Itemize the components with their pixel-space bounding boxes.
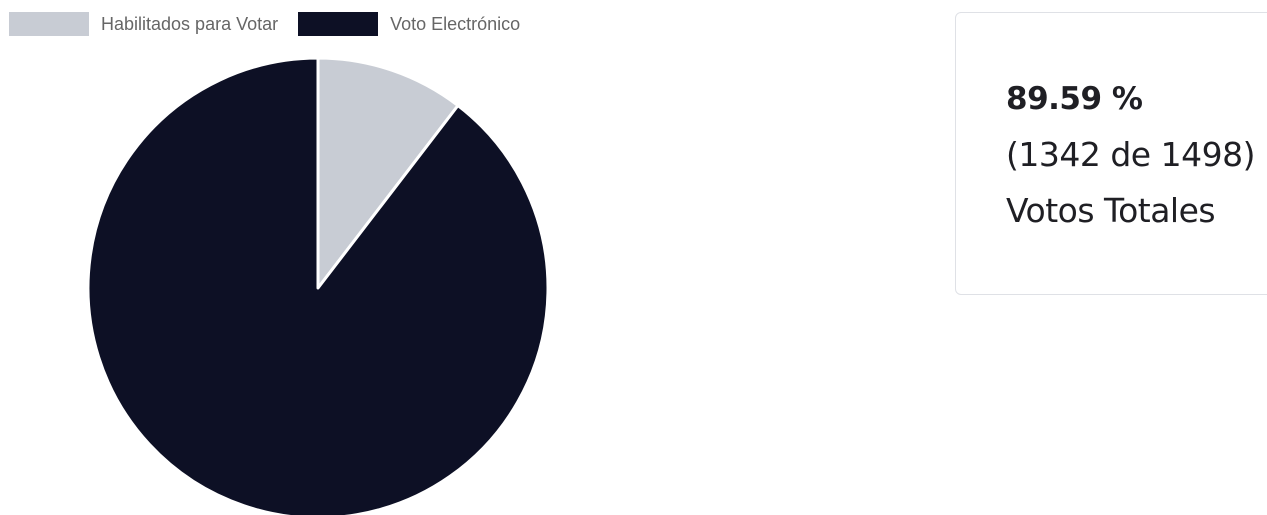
stat-caption: Votos Totales [1006,191,1216,230]
stat-percent: 89.59 % [1006,81,1143,117]
legend-item-habilitados[interactable]: Habilitados para Votar [9,12,278,36]
pie-chart [86,56,550,515]
pie-slice-habilitados[interactable] [316,56,460,290]
legend-item-voto-electronico[interactable]: Voto Electrónico [298,12,520,36]
legend-swatch-habilitados [9,12,89,36]
pie-slice-voto-electronico[interactable] [86,56,550,515]
legend-label-habilitados: Habilitados para Votar [101,13,279,34]
legend-swatch-voto-electronico [298,12,379,36]
chart-legend: Habilitados para Votar Voto Electrónico [9,11,520,37]
stat-text: 89.59 % (1342 de 1498) Votos Totales [1006,71,1255,239]
stat-detail: (1342 de 1498) [1006,135,1255,174]
legend-label-voto-electronico: Voto Electrónico [390,13,521,34]
stat-card: 89.59 % (1342 de 1498) Votos Totales [955,12,1267,295]
